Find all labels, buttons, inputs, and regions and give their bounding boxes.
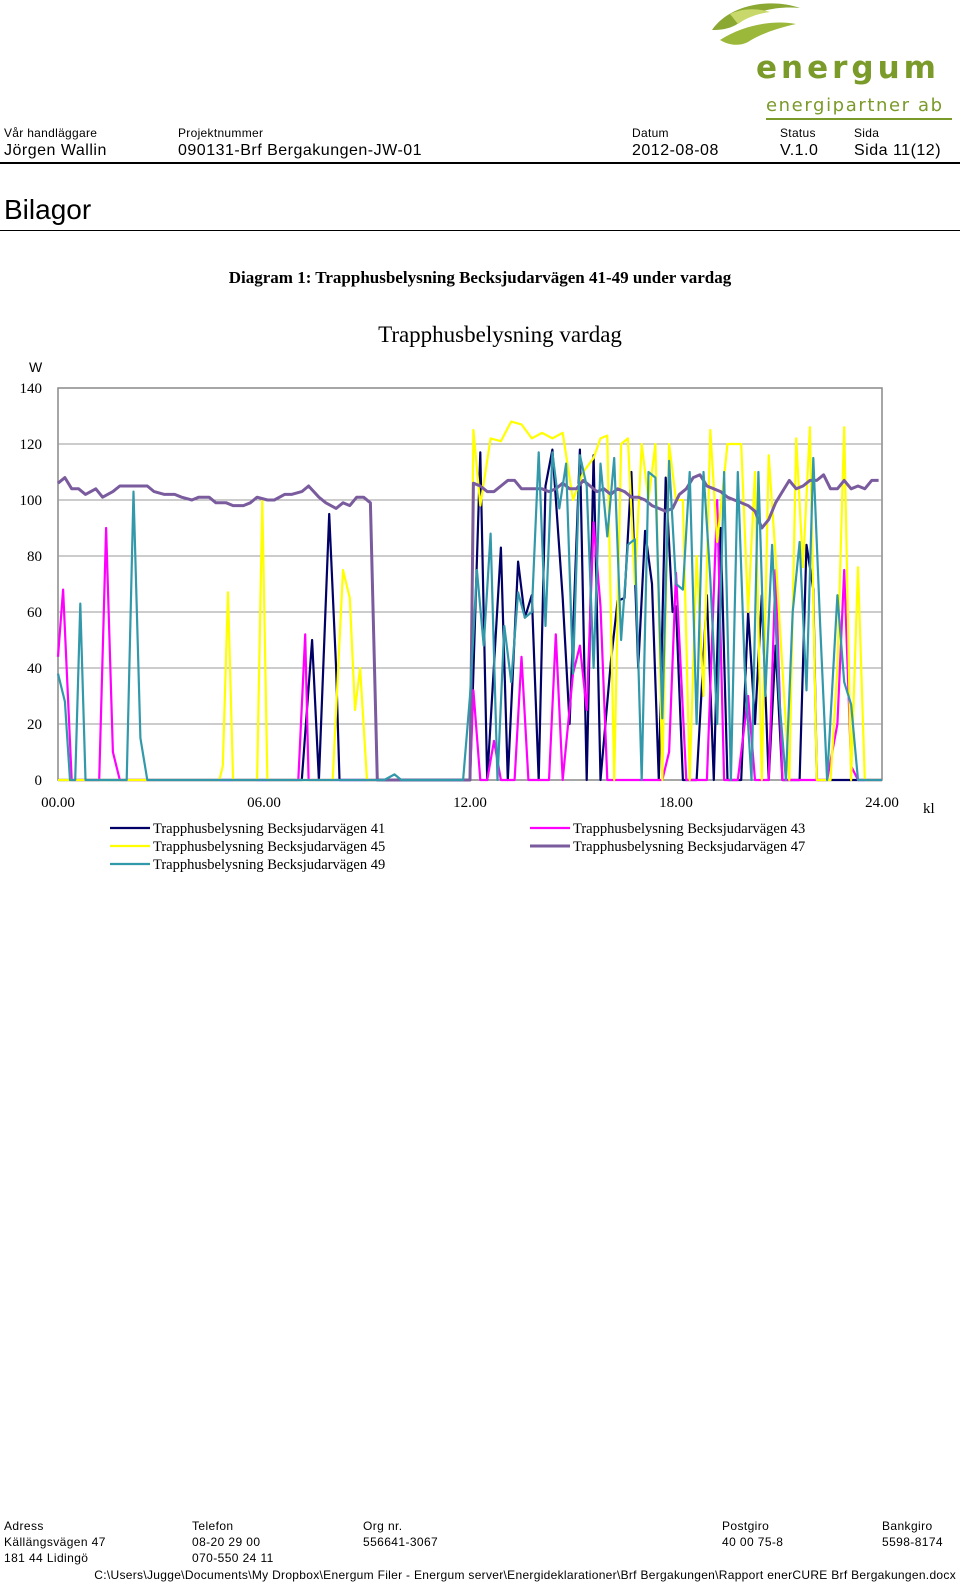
logo-wordmark: energum [756,50,940,86]
y-tick-label: 20 [27,717,42,733]
footer-bankgiro-value: 5598-8174 [882,1535,943,1549]
handler-value: Jörgen Wallin [4,142,107,159]
series-line-4 [57,473,879,782]
footer-address-city: 181 44 Lidingö [4,1551,89,1565]
legend-label-4: Trapphusbelysning Becksjudarvägen 47 [573,839,805,855]
line-chart: 0 20 40 60 80 100 120 140 00.00 06.00 12.00 18.00 24… [20,381,899,873]
y-tick-label: 120 [20,437,43,453]
legend-label-3: Trapphusbelysning Becksjudarvägen 45 [153,839,385,855]
footer-postgiro-label: Postgiro [722,1519,770,1533]
x-tick-label: 00.00 [41,795,75,811]
date-label: Datum [632,126,669,140]
x-tick-label: 18.00 [659,795,693,811]
legend-label-5: Trapphusbelysning Becksjudarvägen 49 [153,857,385,873]
logo-tagline: energipartner ab [766,95,944,116]
footer-phone-1: 08-20 29 00 [192,1535,261,1549]
y-tick-label: 80 [27,549,42,565]
series-line-2 [56,498,882,782]
footer-postgiro-value: 40 00 75-8 [722,1535,784,1549]
y-tick-label: 140 [20,381,43,397]
y-tick-label: 40 [27,661,42,677]
status-label: Status [780,126,816,140]
figure-caption: Diagram 1: Trapphusbelysning Becksjudarv… [228,268,732,287]
footer-orgnr-label: Org nr. [363,1519,403,1533]
date-value: 2012-08-08 [632,142,719,159]
header-divider [0,162,960,164]
footer-orgnr-value: 556641-3067 [363,1535,439,1549]
series-line-3 [58,420,882,782]
footer-phone-label: Telefon [192,1519,234,1533]
footer-address-label: Adress [4,1519,44,1533]
section-heading: Bilagor [4,194,92,225]
legend-label-1: Trapphusbelysning Becksjudarvägen 41 [153,821,385,837]
x-axis-label: kl [923,801,935,817]
series-line-5 [56,451,882,782]
footer-address-street: Källängsvägen 47 [4,1535,106,1549]
page-label: Sida [854,126,880,140]
leaf-logo-icon [712,3,800,45]
company-logo [700,0,960,122]
y-tick-label: 0 [35,773,43,789]
y-axis-label: W [29,359,43,375]
project-number-value: 090131-Brf Bergakungen-JW-01 [178,142,423,159]
footer-bankgiro-label: Bankgiro [882,1519,933,1533]
chart-title: Trapphusbelysning vardag [378,322,622,347]
x-tick-label: 24.00 [865,795,899,811]
legend-label-2: Trapphusbelysning Becksjudarvägen 43 [573,821,805,837]
y-tick-label: 60 [27,605,42,621]
section-divider [0,230,960,231]
page-value: Sida 11(12) [854,142,942,159]
document-file-path: C:\Users\Jugge\Documents\My Dropbox\Ener… [94,1568,956,1582]
x-tick-label: 06.00 [247,795,281,811]
x-tick-label: 12.00 [453,795,487,811]
handler-label: Vår handläggare [4,126,98,140]
y-tick-label: 100 [20,493,43,509]
project-number-label: Projektnummer [178,126,264,140]
status-value: V.1.0 [780,142,819,159]
logo-underline [766,118,952,120]
footer-phone-2: 070-550 24 11 [192,1551,274,1565]
